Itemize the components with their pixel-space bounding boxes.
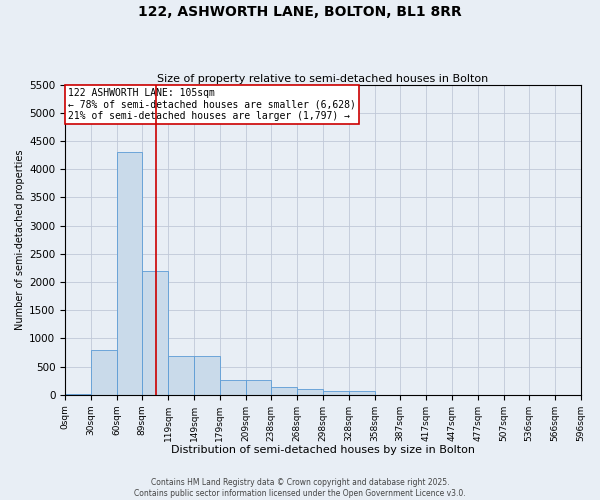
Text: 122, ASHWORTH LANE, BOLTON, BL1 8RR: 122, ASHWORTH LANE, BOLTON, BL1 8RR bbox=[138, 5, 462, 19]
Title: Size of property relative to semi-detached houses in Bolton: Size of property relative to semi-detach… bbox=[157, 74, 488, 84]
Bar bbox=[349, 391, 375, 394]
Bar bbox=[271, 387, 297, 394]
Bar bbox=[220, 380, 246, 394]
Text: Contains HM Land Registry data © Crown copyright and database right 2025.
Contai: Contains HM Land Registry data © Crown c… bbox=[134, 478, 466, 498]
Bar bbox=[246, 380, 271, 394]
Bar bbox=[91, 350, 117, 395]
Bar bbox=[142, 271, 168, 394]
Text: 122 ASHWORTH LANE: 105sqm
← 78% of semi-detached houses are smaller (6,628)
21% : 122 ASHWORTH LANE: 105sqm ← 78% of semi-… bbox=[68, 88, 356, 121]
Bar bbox=[297, 389, 323, 394]
X-axis label: Distribution of semi-detached houses by size in Bolton: Distribution of semi-detached houses by … bbox=[171, 445, 475, 455]
Y-axis label: Number of semi-detached properties: Number of semi-detached properties bbox=[15, 150, 25, 330]
Bar bbox=[168, 356, 194, 395]
Bar bbox=[194, 356, 220, 395]
Bar bbox=[117, 152, 142, 394]
Bar bbox=[323, 391, 349, 394]
